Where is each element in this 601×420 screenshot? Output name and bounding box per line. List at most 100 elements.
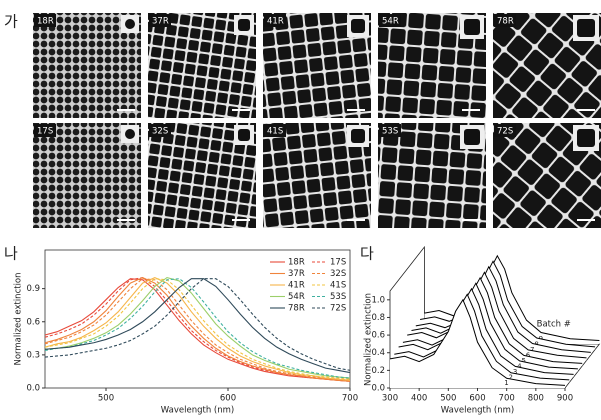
label-box — [264, 124, 286, 137]
series-line — [389, 298, 566, 386]
micrograph-label: 18R — [37, 17, 54, 27]
inset-particle — [238, 129, 250, 141]
micrograph: 41S — [263, 123, 371, 228]
depth-label: 2 — [509, 374, 513, 382]
x-tick-label: 500 — [440, 394, 456, 404]
depth-label: 6 — [526, 352, 531, 360]
curve-fill — [390, 299, 565, 388]
legend-label: 54R — [288, 292, 305, 302]
micrograph-label: 41S — [267, 127, 283, 137]
depth-label: 5 — [521, 357, 525, 365]
depth-label: 7 — [530, 346, 534, 354]
label-box — [34, 124, 56, 137]
micrograph-label: 17S — [37, 127, 53, 137]
inset-particle — [464, 19, 480, 35]
x-tick-label: 400 — [411, 394, 427, 404]
legend-label: 41S — [330, 281, 346, 291]
x-tick-label: 500 — [98, 394, 114, 404]
y-tick-label: 0.4 — [371, 348, 385, 358]
legend-label: 78R — [288, 304, 305, 314]
series-line — [44, 278, 351, 374]
y-tick-label: 0.0 — [371, 384, 385, 394]
micrograph: 18R — [33, 13, 141, 118]
panel-label: 가 — [4, 13, 18, 31]
series-line — [402, 282, 578, 370]
legend-label: 41R — [288, 281, 305, 291]
series-line — [415, 265, 591, 353]
label-box — [264, 14, 286, 27]
y-tick-label: 0.9 — [26, 284, 40, 294]
panel-label: 나 — [4, 245, 18, 263]
x-tick-label: 700 — [499, 394, 515, 404]
series-line — [44, 278, 351, 379]
y-tick-label: 0.0 — [26, 384, 40, 394]
legend-label: 17S — [330, 258, 346, 268]
micrograph: 32S — [148, 123, 256, 228]
x-tick-label: 800 — [528, 394, 544, 404]
x-tick-label: 300 — [382, 394, 398, 404]
depth-label: 1 — [504, 379, 508, 387]
series-line — [407, 276, 583, 364]
legend-label: 37R — [288, 269, 305, 279]
series-line — [44, 278, 351, 382]
series-line — [44, 277, 351, 382]
inset-particle — [464, 129, 480, 145]
inset-particle — [238, 19, 250, 31]
micrograph-label: 37R — [152, 17, 169, 27]
legend-label: 32S — [330, 269, 346, 279]
series-line — [44, 278, 351, 371]
micrograph-label: 78R — [497, 17, 514, 27]
micrograph: 41R — [263, 13, 371, 118]
legend-label: 72S — [330, 304, 346, 314]
series-line — [420, 260, 596, 348]
micrograph: 78R — [493, 13, 601, 118]
x-axis-label: Wavelength (nm) — [441, 406, 514, 416]
micrograph-label: 41R — [267, 17, 284, 27]
y-tick-label: 0.6 — [26, 317, 40, 327]
panel-label: 다 — [360, 245, 374, 263]
series-line — [44, 277, 351, 379]
micrograph-label: 54R — [382, 17, 399, 27]
y-tick-label: 0.2 — [371, 366, 385, 376]
label-box — [379, 14, 401, 27]
series-line — [44, 278, 351, 381]
inset-particle — [351, 129, 365, 143]
micrograph: 37R — [148, 13, 256, 118]
inset-particle — [125, 19, 135, 29]
series-line — [44, 278, 351, 380]
micrograph-label: 53S — [382, 127, 398, 137]
series-line — [394, 293, 570, 381]
label-box — [34, 14, 56, 27]
micrograph: 53S — [378, 123, 486, 228]
micrograph-label: 32S — [152, 127, 168, 137]
y-tick-label: 0.8 — [371, 313, 385, 323]
y-tick-label: 0.3 — [26, 350, 40, 360]
y-axis-label: Normalized extinction — [14, 272, 24, 365]
legend-label: 53S — [330, 292, 346, 302]
series-line — [44, 276, 351, 381]
depth-label: 3 — [513, 368, 517, 376]
label-box — [494, 14, 516, 27]
y-tick-label: 1.0 — [371, 295, 385, 305]
legend-label: 18R — [288, 258, 305, 268]
y-axis-label: Normalized extinction — [364, 293, 374, 386]
micrograph: 54R — [378, 13, 486, 118]
micrograph-label: 72S — [497, 127, 513, 137]
x-tick-label: 600 — [469, 394, 485, 404]
inset-particle — [351, 19, 365, 33]
depth-label: 4 — [517, 363, 522, 371]
x-tick-label: 600 — [220, 394, 236, 404]
micrograph: 17S — [33, 123, 141, 228]
x-tick-label: 900 — [557, 394, 573, 404]
label-box — [149, 14, 171, 27]
inset-particle — [577, 129, 595, 147]
micrograph: 72S — [493, 123, 601, 228]
label-box — [379, 124, 401, 137]
label-box — [494, 124, 516, 137]
inset-particle — [125, 129, 135, 139]
x-axis-label: Wavelength (nm) — [161, 406, 234, 416]
series-line — [398, 287, 574, 375]
plot-frame — [44, 249, 351, 389]
x-tick-label: 700 — [342, 394, 358, 404]
